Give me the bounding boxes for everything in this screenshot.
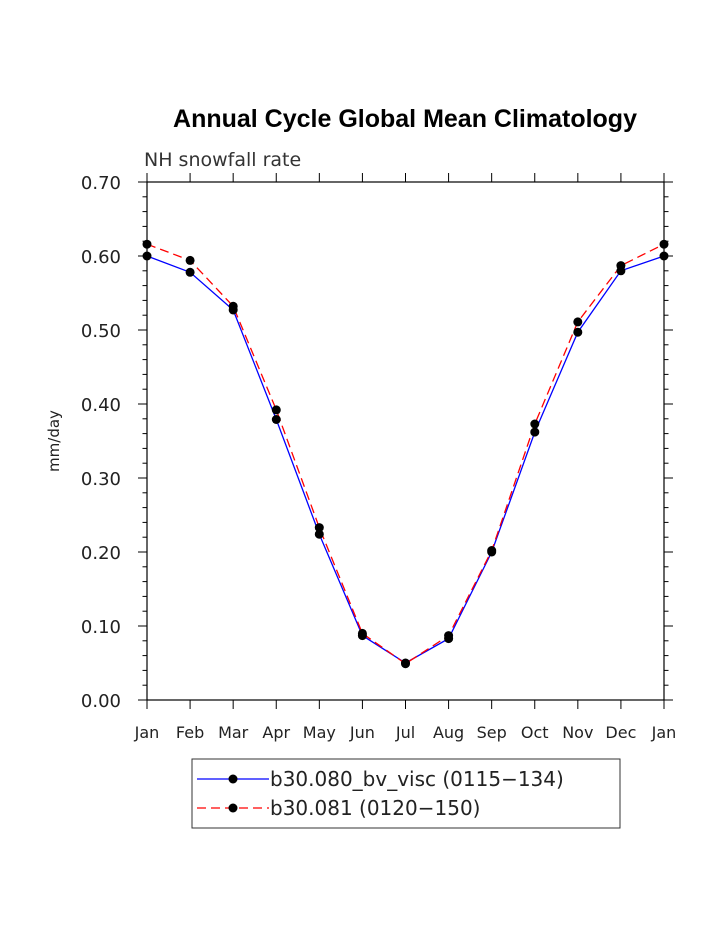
x-tick-label: Feb [176, 723, 204, 742]
data-point-series-1 [573, 327, 583, 337]
x-tick-label: Jul [395, 723, 415, 742]
legend-marker-series-1 [228, 774, 238, 784]
y-tick-label: 0.70 [81, 173, 121, 194]
legend: b30.080_bv_visc (0115−134) b30.081 (0120… [191, 758, 621, 829]
series-line-2 [146, 243, 665, 665]
data-point-series-1 [185, 267, 195, 277]
y-tick-label: 0.50 [81, 321, 121, 342]
plot-frame [146, 181, 665, 701]
x-tick-label: Jun [349, 723, 375, 742]
x-tick-label: Dec [605, 723, 636, 742]
data-point-series-2 [573, 317, 583, 327]
data-point-series-2 [616, 261, 626, 271]
x-tick-label: Oct [521, 723, 549, 742]
x-tick-label: May [303, 723, 336, 742]
x-tick-label: Aug [433, 723, 464, 742]
y-tick-label: 0.60 [81, 247, 121, 268]
data-point-series-2 [487, 546, 497, 555]
y-tick-label: 0.30 [81, 469, 121, 490]
x-tick-label: Apr [262, 723, 290, 742]
legend-box [191, 758, 621, 829]
data-point-series-2 [314, 523, 324, 533]
data-point-series-2 [530, 419, 540, 429]
y-tick-label: 0.40 [81, 395, 121, 416]
x-tick-label: Nov [562, 723, 593, 742]
x-tick-label: Mar [218, 723, 249, 742]
y-tick-label: 0.20 [81, 543, 121, 564]
y-axis-label: mm/day [45, 410, 63, 472]
x-tick-label: Sep [477, 723, 507, 742]
chart-title: Annual Cycle Global Mean Climatology [173, 105, 637, 133]
plot-area: 0.00 0.10 0.20 0.30 0.40 0.50 0.60 0.70 Jan Feb Ma… [81, 173, 676, 742]
x-tick-label: Jan [134, 723, 160, 742]
chart-subtitle: NH snowfall rate [144, 149, 301, 171]
data-point-series-2 [271, 405, 281, 415]
legend-label-series-2: b30.081 (0120−150) [270, 796, 480, 820]
data-point-series-2 [228, 301, 238, 311]
data-point-series-1 [530, 427, 540, 437]
data-point-series-1 [314, 529, 324, 539]
data-point-series-1 [271, 415, 281, 424]
data-point-series-2 [357, 628, 367, 638]
data-point-series-2 [185, 255, 195, 265]
y-tick-label: 0.00 [81, 691, 121, 712]
legend-marker-series-2 [228, 803, 238, 813]
data-point-series-2 [444, 631, 454, 641]
x-tick-label: Jan [651, 723, 677, 742]
data-point-series-2 [401, 659, 410, 669]
y-tick-label: 0.10 [81, 617, 121, 638]
series-line-1 [146, 255, 665, 664]
legend-label-series-1: b30.080_bv_visc (0115−134) [270, 767, 564, 791]
